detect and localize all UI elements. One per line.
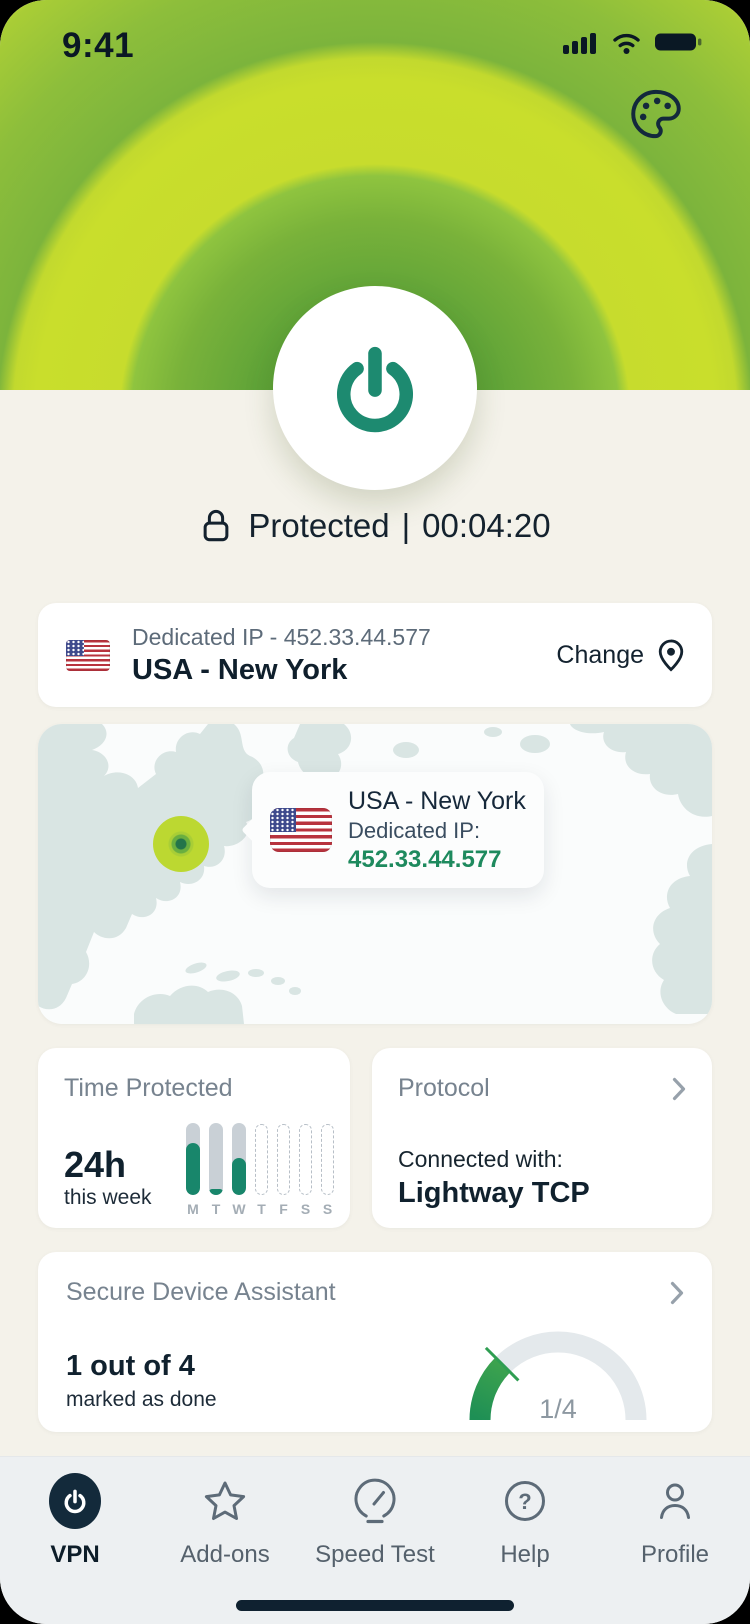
- location-card[interactable]: Dedicated IP - 452.33.44.577 USA - New Y…: [38, 603, 712, 707]
- battery-icon: [655, 33, 702, 51]
- nav-label-profile: Profile: [640, 1541, 710, 1568]
- lock-icon: [203, 509, 229, 542]
- assistant-title: Secure Device Assistant: [66, 1278, 336, 1306]
- server-location-marker[interactable]: [153, 816, 209, 872]
- tooltip-ip-label: Dedicated IP:: [348, 817, 481, 843]
- status-label: Protected: [248, 507, 390, 544]
- chevron-right-icon[interactable]: [672, 1077, 686, 1101]
- bottom-nav: VPN Add-ons Speed Test: [0, 1456, 750, 1624]
- bar-day-6: S: [321, 1124, 334, 1217]
- palette-icon: [631, 89, 681, 139]
- change-location-button[interactable]: Change: [556, 638, 686, 673]
- map-card: USA - New York Dedicated IP: 452.33.44.5…: [38, 724, 712, 1024]
- home-indicator[interactable]: [236, 1600, 514, 1611]
- location-pin-icon: [658, 639, 684, 671]
- nav-label-speedtest: Speed Test: [315, 1541, 435, 1568]
- status-time: 9:41: [62, 26, 135, 65]
- profile-icon: [660, 1483, 690, 1519]
- connection-status-row: Protected | 00:04:20: [0, 506, 750, 546]
- help-icon: ?: [505, 1481, 545, 1521]
- bar-day-5: S: [299, 1124, 312, 1217]
- speedometer-icon: [354, 1478, 396, 1524]
- server-tooltip: USA - New York Dedicated IP: 452.33.44.5…: [241, 772, 544, 888]
- bar-day-1: T: [209, 1123, 223, 1217]
- power-icon: [337, 346, 413, 433]
- power-icon: [64, 1489, 86, 1514]
- progress-gauge: 1/4: [469, 1331, 647, 1424]
- nav-item-help[interactable]: ? Help: [450, 1473, 600, 1569]
- nav-label-addons: Add-ons: [180, 1541, 270, 1568]
- signal-icon: [563, 33, 596, 54]
- gauge-needle: [484, 1346, 520, 1382]
- wifi-icon: [613, 33, 640, 54]
- nav-item-profile[interactable]: Profile: [600, 1473, 750, 1569]
- nav-item-speedtest[interactable]: Speed Test: [300, 1473, 450, 1569]
- tooltip-ip-value: 452.33.44.577: [348, 845, 502, 873]
- protocol-title: Protocol: [398, 1074, 490, 1102]
- status-bar: 9:41: [0, 22, 750, 66]
- chevron-right-icon[interactable]: [670, 1281, 684, 1305]
- change-label: Change: [556, 640, 644, 669]
- nav-label-vpn: VPN: [50, 1541, 100, 1568]
- svg-text:?: ?: [518, 1489, 531, 1514]
- us-flag-icon: [270, 808, 332, 852]
- star-icon: [204, 1481, 246, 1520]
- dedicated-ip-label: Dedicated IP - 452.33.44.577: [132, 623, 431, 650]
- connection-status-text: Protected | 00:04:20: [248, 507, 550, 545]
- gauge-progress: [469, 1331, 647, 1421]
- location-name: USA - New York: [132, 653, 348, 686]
- protocol-card[interactable]: Protocol Connected with: Lightway TCP: [372, 1048, 712, 1228]
- bar-day-3: T: [255, 1124, 268, 1217]
- status-timer: 00:04:20: [422, 507, 551, 544]
- bar-day-4: F: [277, 1124, 290, 1217]
- world-map: [38, 724, 712, 1024]
- vpn-power-button[interactable]: [273, 286, 477, 490]
- bar-day-2: W: [232, 1123, 246, 1217]
- bar-day-0: M: [186, 1123, 200, 1217]
- active-tab-bubble: [49, 1473, 101, 1529]
- tooltip-location-name: USA - New York: [348, 786, 526, 815]
- nav-item-vpn[interactable]: VPN: [0, 1473, 150, 1569]
- theme-palette-button[interactable]: [628, 86, 684, 142]
- time-protected-title: Time Protected: [64, 1074, 233, 1102]
- status-icons: [563, 30, 702, 54]
- assistant-progress-text: 1 out of 4: [66, 1350, 195, 1382]
- protocol-caption: Connected with:: [398, 1146, 563, 1172]
- secure-device-assistant-card[interactable]: Secure Device Assistant 1 out of 4 marke…: [38, 1252, 712, 1432]
- us-flag-icon: [66, 639, 110, 671]
- assistant-caption: marked as done: [66, 1388, 217, 1411]
- nav-item-addons[interactable]: Add-ons: [150, 1473, 300, 1569]
- time-protected-caption: this week: [64, 1186, 152, 1209]
- nav-label-help: Help: [500, 1541, 550, 1568]
- protocol-value: Lightway TCP: [398, 1177, 590, 1209]
- time-protected-value: 24h: [64, 1144, 127, 1185]
- gauge-label: 1/4: [539, 1394, 577, 1424]
- status-separator: |: [401, 507, 411, 544]
